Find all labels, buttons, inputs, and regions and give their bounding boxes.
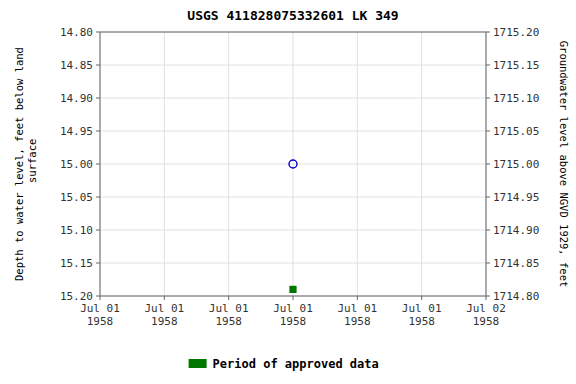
grid bbox=[100, 32, 486, 296]
chart: 14.80 14.85 14.90 14.95 15.00 15.05 15.10 15.15… bbox=[0, 0, 576, 384]
tick bbox=[96, 131, 100, 132]
tick-label: Jul 011958 bbox=[337, 302, 377, 328]
grid-line bbox=[164, 32, 165, 296]
tick-label: 1714.85 bbox=[493, 257, 539, 270]
text-line: 1958 bbox=[87, 315, 114, 328]
tick bbox=[357, 296, 358, 300]
title: USGS 411828075332601 LK 349 bbox=[187, 8, 398, 23]
tick-label: 1714.90 bbox=[493, 224, 539, 237]
text-line: Jul 01 bbox=[80, 302, 120, 315]
tick-label: Jul 021958 bbox=[466, 302, 506, 328]
background bbox=[0, 0, 576, 384]
text-line: Jul 01 bbox=[337, 302, 377, 315]
tick-label: 14.90 bbox=[60, 92, 93, 105]
tick bbox=[164, 296, 165, 300]
tick-label: 1715.20 bbox=[493, 26, 539, 39]
y-axis-left: 14.80 14.85 14.90 14.95 15.00 15.05 15.10 15.15… bbox=[60, 26, 100, 303]
tick bbox=[96, 263, 100, 264]
tick bbox=[486, 296, 487, 300]
grid-line bbox=[357, 32, 358, 296]
text-line: Jul 02 bbox=[466, 302, 506, 315]
text-line: surface bbox=[26, 139, 38, 190]
tick-label: 14.80 bbox=[60, 26, 93, 39]
legend-swatch bbox=[189, 359, 207, 368]
tick-label: Jul 011958 bbox=[273, 302, 313, 328]
tick bbox=[486, 296, 490, 297]
legend: Period of approved data bbox=[189, 357, 379, 371]
tick bbox=[96, 32, 100, 33]
tick-label: Jul 011958 bbox=[209, 302, 249, 328]
tick-label: 1715.10 bbox=[493, 92, 539, 105]
x-axis: Jul 011958Jul 011958Jul 011958Jul 011958… bbox=[80, 296, 506, 328]
tick-label: 14.95 bbox=[60, 125, 93, 138]
tick bbox=[486, 131, 490, 132]
tick bbox=[486, 230, 490, 231]
text-line: Jul 01 bbox=[273, 302, 313, 315]
text-line: 1958 bbox=[344, 315, 371, 328]
grid-line bbox=[293, 32, 294, 296]
text-line: Groundwater level above NGVD 1929, feet bbox=[558, 41, 570, 288]
text-line: Jul 01 bbox=[144, 302, 184, 315]
grid-line bbox=[421, 32, 422, 296]
tick bbox=[96, 230, 100, 231]
tick bbox=[293, 296, 294, 300]
text-line: 1958 bbox=[473, 315, 500, 328]
marks bbox=[289, 160, 297, 292]
text-line: 1958 bbox=[408, 315, 435, 328]
tick bbox=[486, 164, 490, 165]
tick-label: Jul 011958 bbox=[80, 302, 120, 328]
tick bbox=[486, 98, 490, 99]
tick bbox=[486, 263, 490, 264]
tick bbox=[486, 32, 490, 33]
tick bbox=[228, 296, 229, 300]
tick-label: Jul 011958 bbox=[144, 302, 184, 328]
tick bbox=[96, 98, 100, 99]
tick-label: 15.10 bbox=[60, 224, 93, 237]
plot-frame bbox=[100, 32, 486, 296]
tick-label: 1715.00 bbox=[493, 158, 539, 171]
tick-label: 15.15 bbox=[60, 257, 93, 270]
y2-axis-label: Groundwater level above NGVD 1929, feet bbox=[558, 41, 570, 288]
legend-label: Period of approved data bbox=[213, 357, 379, 371]
tick-label: 15.05 bbox=[60, 191, 93, 204]
tick bbox=[486, 197, 490, 198]
tick-label: 15.00 bbox=[60, 158, 93, 171]
tick-label: 14.85 bbox=[60, 59, 93, 72]
text-line: 1958 bbox=[215, 315, 242, 328]
text-line: Depth to water level, feet below land bbox=[13, 47, 25, 281]
point bbox=[290, 286, 296, 292]
y-axis-right: 1714.801714.851714.901714.951715.001715.… bbox=[486, 26, 539, 303]
text-line: Jul 01 bbox=[209, 302, 249, 315]
tick-label: 1714.95 bbox=[493, 191, 539, 204]
tick-label: 1715.05 bbox=[493, 125, 539, 138]
text-line: Jul 01 bbox=[402, 302, 442, 315]
tick-label: 1715.15 bbox=[493, 59, 539, 72]
text-line: 1958 bbox=[280, 315, 307, 328]
tick-label: Jul 011958 bbox=[402, 302, 442, 328]
text-line: 1958 bbox=[151, 315, 178, 328]
tick bbox=[100, 296, 101, 300]
tick bbox=[96, 197, 100, 198]
tick bbox=[96, 164, 100, 165]
y-axis-label: Depth to water level, feet below land su… bbox=[13, 47, 38, 281]
tick bbox=[96, 296, 100, 297]
tick bbox=[96, 65, 100, 66]
tick bbox=[421, 296, 422, 300]
grid-line bbox=[228, 32, 229, 296]
point bbox=[289, 160, 297, 168]
tick bbox=[486, 65, 490, 66]
